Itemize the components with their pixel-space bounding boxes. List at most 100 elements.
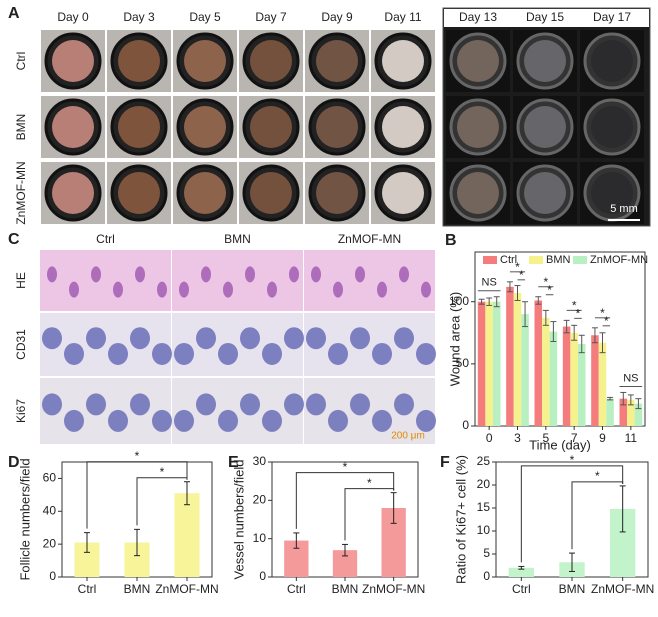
histology-cell [196, 393, 216, 416]
bracket [86, 461, 188, 529]
bar [606, 398, 614, 426]
x-tick-label: 11 [625, 431, 638, 445]
scale-bar-label: 5 mm [610, 203, 638, 215]
bar [549, 331, 558, 426]
histology-cell [394, 393, 414, 416]
histology-cell [201, 266, 211, 283]
bar [634, 403, 643, 426]
photo-wound [524, 172, 566, 214]
y-tick-label: 0 [483, 569, 490, 583]
histology-cell [64, 409, 84, 432]
annotation: * [543, 275, 548, 289]
dark-header [444, 9, 649, 27]
annotation: * [576, 307, 581, 321]
column-label: Day 3 [123, 10, 155, 24]
histology-image [304, 313, 435, 376]
panel-label: E [228, 454, 239, 471]
y-axis-title: Wound area (%) [447, 292, 462, 386]
bar [562, 326, 571, 426]
bar [506, 286, 514, 426]
histology-cell [42, 393, 62, 416]
bar [542, 317, 550, 426]
photo-wound [250, 106, 292, 148]
histology-cell [108, 409, 128, 432]
histology-image [304, 378, 435, 444]
annotation: * [595, 469, 600, 483]
annotation: * [135, 449, 140, 463]
histology-cell [262, 342, 282, 365]
bar [598, 342, 607, 426]
x-axis-title: Time (day) [529, 437, 591, 452]
row-label: ZnMOF-MN [14, 161, 28, 224]
bar [577, 343, 586, 426]
histology-cell [64, 342, 84, 365]
annotation: * [547, 283, 552, 297]
y-tick-label: 20 [253, 493, 267, 507]
column-label: Day 15 [526, 10, 564, 24]
histology-cell [289, 266, 299, 283]
photo-wound [118, 40, 160, 82]
histology-cell [108, 342, 128, 365]
histology-cell [306, 393, 326, 416]
x-tick-label: 0 [486, 431, 493, 445]
bar [627, 399, 635, 426]
column-label: Day 11 [384, 10, 421, 24]
photo-wound [52, 172, 94, 214]
histology-image [40, 313, 171, 376]
x-tick-label: BMN [559, 582, 586, 596]
x-tick-label: Ctrl [78, 582, 97, 596]
y-tick-label: 40 [43, 503, 57, 517]
column-label: Day 5 [189, 10, 221, 24]
histology-cell [218, 342, 238, 365]
annotation: NS [623, 372, 638, 384]
photo-wound [457, 40, 499, 82]
row-label: CD31 [14, 329, 28, 360]
histology-cell [284, 327, 304, 350]
histology-cell [350, 327, 370, 350]
bar [174, 493, 200, 577]
y-tick-label: 20 [477, 477, 491, 491]
y-axis-title: Follicle numbers/field [17, 458, 32, 580]
histology-cell [179, 281, 189, 298]
bracket [136, 477, 188, 526]
panel-label: B [445, 232, 457, 249]
bar [492, 301, 501, 426]
y-axis-title: Ratio of Ki67+ cell (%) [453, 455, 468, 584]
x-tick-label: BMN [124, 582, 151, 596]
y-tick-label: 0 [49, 569, 56, 583]
photo-wound [316, 40, 358, 82]
bar [570, 332, 578, 426]
photo-wound [52, 106, 94, 148]
histology-cell [240, 327, 260, 350]
panel-label: D [8, 454, 20, 471]
legend-swatch [483, 256, 497, 264]
histology-image [172, 250, 303, 311]
bar [477, 301, 486, 426]
histology-cell [47, 266, 57, 283]
x-tick-label: Ctrl [287, 582, 306, 596]
x-tick-label: 7 [571, 431, 578, 445]
histology-cell [152, 409, 172, 432]
histology-cell [267, 281, 277, 298]
histology-cell [421, 281, 431, 298]
annotation: * [367, 476, 372, 490]
histology-cell [311, 266, 321, 283]
photo-wound [118, 106, 160, 148]
y-tick-label: 0 [462, 418, 469, 432]
y-tick-label: 30 [253, 454, 267, 468]
histology-cell [69, 281, 79, 298]
histology-cell [174, 409, 194, 432]
photo-wound [457, 172, 499, 214]
photo-wound [316, 106, 358, 148]
bar [534, 300, 543, 426]
photo-wound [457, 106, 499, 148]
annotation: * [343, 460, 348, 474]
column-label: ZnMOF-MN [338, 232, 401, 246]
photo-wound [250, 40, 292, 82]
histology-cell [328, 409, 348, 432]
bracket [295, 472, 395, 529]
histology-cell [174, 342, 194, 365]
histology-cell [350, 393, 370, 416]
